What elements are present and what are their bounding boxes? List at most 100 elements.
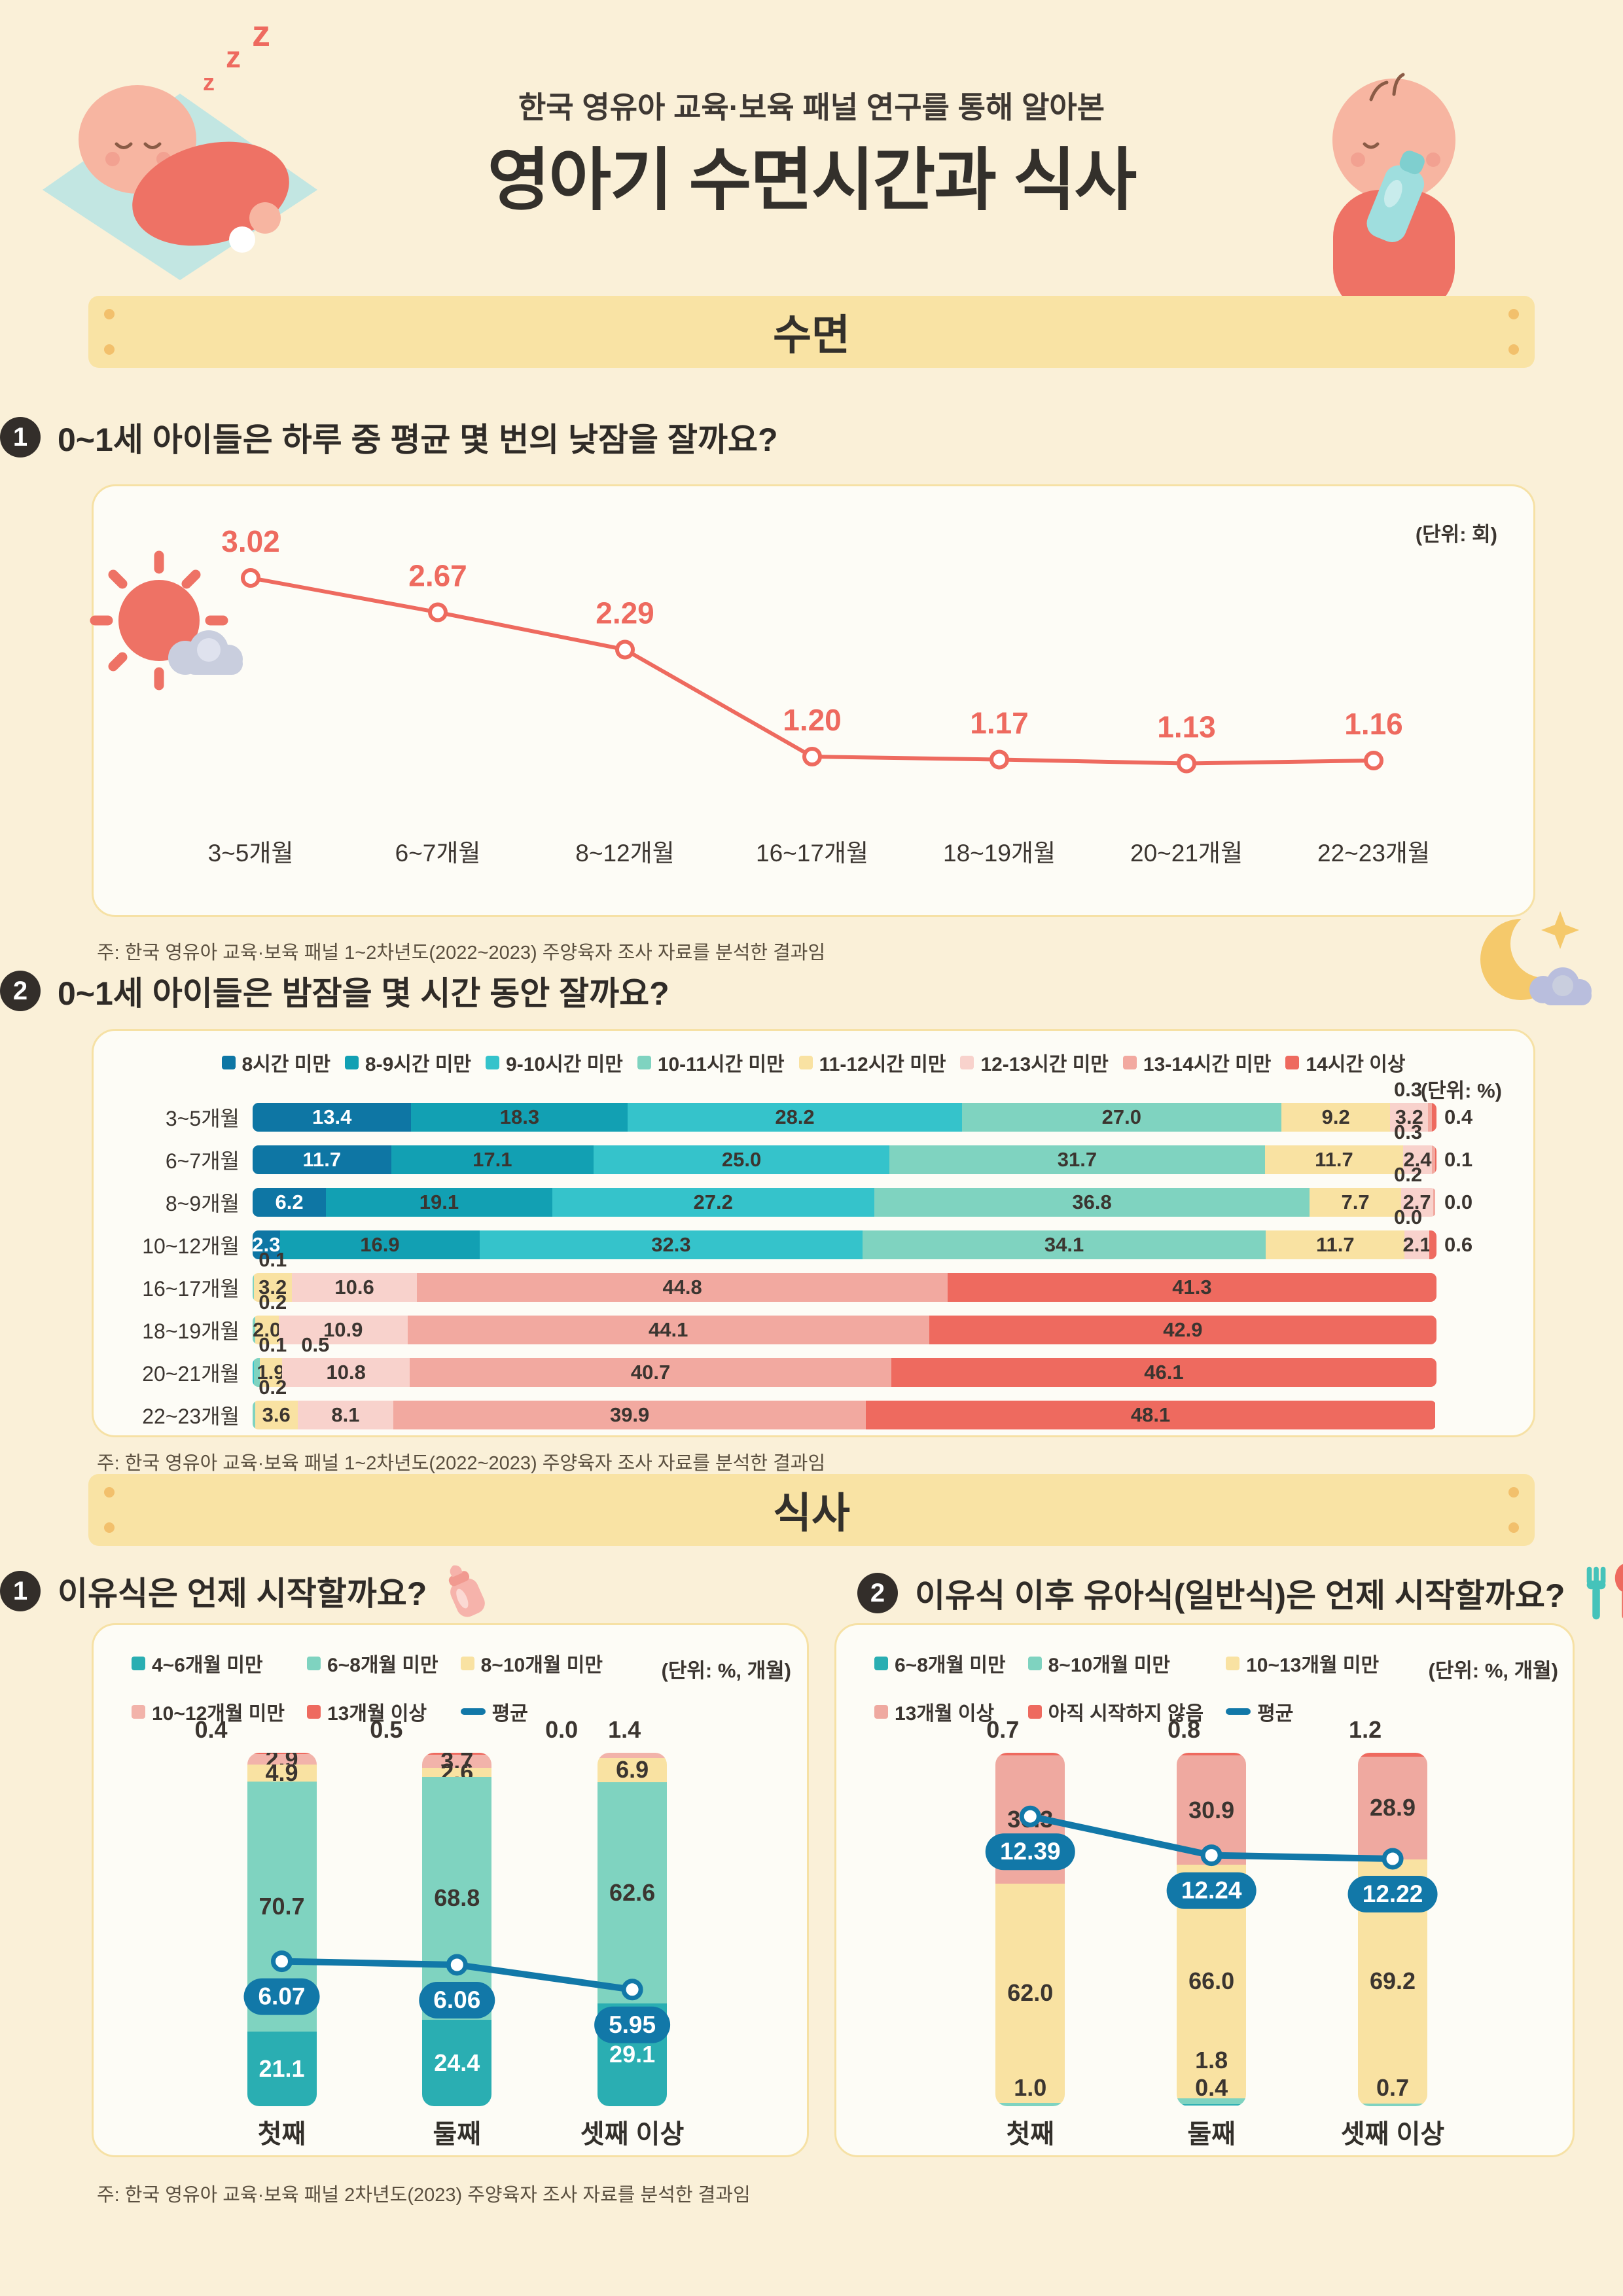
bar-segment — [1177, 2098, 1247, 2105]
data-point-marker — [241, 568, 260, 588]
segment-value-label: 11.7 — [302, 1148, 342, 1171]
bar-segment: 4.9 — [247, 1759, 317, 1786]
weaning-legend: 4~6개월 미만 6~8개월 미만 8~10개월 미만 10~12개월 미만 13개월 … — [132, 1649, 603, 1726]
outside-value-labels: 0.0 1.4 — [545, 1716, 641, 1744]
segment-value-label: 44.8 — [662, 1276, 702, 1299]
bar-segment: 2.7 — [1400, 1188, 1433, 1217]
legend-item: 10-11시간 미만 — [637, 1048, 785, 1077]
band-dot — [1508, 344, 1519, 355]
bar-segment: 28.9 — [1358, 1757, 1428, 1859]
legend-swatch — [1285, 1055, 1300, 1069]
segment-value-label: 69.2 — [1370, 1967, 1416, 1995]
segment-value-label: 2.1 — [1402, 1233, 1431, 1256]
bar-segment: 68.8 — [422, 1776, 492, 2020]
segment-value-label: 25.0 — [721, 1148, 762, 1171]
bar-segment: 2.4 — [1403, 1145, 1432, 1174]
bar-segment: 10.9 — [278, 1316, 408, 1344]
segment-value-label: 10.8 — [326, 1361, 366, 1384]
bar-segment: 11.7 — [253, 1145, 391, 1174]
legend-label: 13개월 이상 — [327, 1703, 427, 1725]
bar-segment — [1358, 2104, 1428, 2106]
average-point — [621, 1979, 643, 2001]
segment-value-label: 11.7 — [1315, 1148, 1353, 1171]
bar-segment — [1431, 1103, 1436, 1132]
legend-swatch — [960, 1055, 974, 1069]
segment-value-label: 27.0 — [1101, 1105, 1141, 1128]
average-point — [1019, 1805, 1041, 1827]
segment-value-label: 7.7 — [1341, 1191, 1370, 1213]
legend-label: 13개월 이상 — [895, 1703, 995, 1725]
bar-segment — [1433, 1188, 1436, 1217]
bar-segment — [1358, 1753, 1428, 1757]
segment-value-label: 9.2 — [1321, 1105, 1350, 1128]
bar-segment — [253, 1316, 255, 1344]
legend-swatch — [221, 1055, 236, 1069]
legend-label: 12-13시간 미만 — [980, 1054, 1109, 1075]
band-dot — [104, 344, 115, 355]
bar-segment: 11.7 — [1264, 1145, 1404, 1174]
bar-segment: 21.1 — [247, 2032, 317, 2106]
bar-segment — [422, 1753, 492, 1755]
bar-segment: 41.3 — [947, 1273, 1436, 1302]
legend-label: 11-12시간 미만 — [819, 1054, 946, 1075]
legend-label: 13-14시간 미만 — [1143, 1054, 1272, 1075]
night-row: 3~5개월 13.4 18.3 28.2 27.0 9.2 3.2 0.3 0.4 — [123, 1078, 1502, 1132]
average-point — [1382, 1848, 1404, 1870]
night-bar-wrap: 2.0 10.9 44.1 42.9 0.2 — [253, 1291, 1436, 1344]
bar-segment: 28.2 — [628, 1103, 962, 1132]
night-bar-wrap: 3.6 8.1 39.9 48.1 0.2 — [253, 1376, 1436, 1429]
unit-label: (단위: %, 개월) — [1428, 1659, 1558, 1682]
segment-value-label: 28.2 — [775, 1105, 815, 1128]
segment-value-label: 3.2 — [259, 1276, 287, 1299]
average-point — [446, 1954, 468, 1976]
question-meal-2: 2 이유식 이후 유아식(일반식)은 언제 시작할까요? — [857, 1563, 1623, 1623]
question-number-badge: 1 — [0, 417, 41, 457]
segment-value-label: 10.9 — [323, 1318, 363, 1341]
data-point-value: 1.17 — [970, 706, 1029, 740]
legend-label: 8시간 미만 — [241, 1054, 330, 1075]
bar-segment — [247, 1753, 317, 1755]
bar-segment: 8.1 — [297, 1401, 394, 1429]
legend-item: 6~8개월 미만 — [874, 1649, 1006, 1677]
bar-segment: 2.3 — [253, 1230, 280, 1259]
legend-swatch — [874, 1704, 888, 1719]
segment-value-label: 27.2 — [693, 1191, 733, 1213]
segment-value-label: 6.2 — [275, 1191, 304, 1213]
bar-segment: 44.8 — [417, 1273, 948, 1302]
unit-label: (단위: %, 개월) — [661, 1659, 791, 1682]
section-band-meal: 식사 — [88, 1474, 1535, 1546]
legend-item: 아직 시작하지 않음 — [1027, 1697, 1204, 1726]
night-stacked-bar: 1.9 10.8 40.7 46.1 — [253, 1358, 1436, 1387]
above-value-label: 0.0 — [1394, 1206, 1423, 1229]
average-badge-value: 12.39 — [1000, 1838, 1061, 1865]
night-bar-wrap: 13.4 18.3 28.2 27.0 9.2 3.2 0.3 0.4 — [253, 1078, 1472, 1132]
data-point-value: 3.02 — [221, 524, 280, 558]
legend-item: 11-12시간 미만 — [798, 1048, 946, 1077]
night-stacked-bar: 3.6 8.1 39.9 48.1 — [253, 1401, 1436, 1429]
question-title: 0~1세 아이들은 하루 중 평균 몇 번의 낮잠을 잘까요? — [58, 422, 778, 458]
section-title-sleep: 수면 — [773, 312, 850, 359]
svg-text:z: z — [226, 40, 241, 74]
segment-value-label: 46.1 — [1144, 1361, 1184, 1384]
segment-value-label: 40.7 — [630, 1361, 671, 1384]
bar-segment: 6.9 — [597, 1756, 668, 1783]
average-badge — [1166, 1872, 1257, 1909]
bar-segment: 10.6 — [291, 1273, 418, 1302]
segment-value-label: 18.3 — [499, 1105, 540, 1128]
sleeping-baby-illustration: z z z — [43, 18, 317, 280]
above-value-label: 0.1 — [259, 1248, 287, 1271]
band-dot — [1508, 1522, 1519, 1533]
night-row-label: 22~23개월 — [142, 1405, 240, 1428]
average-badge — [243, 1978, 320, 2015]
outside-value-label: 0.8 — [1168, 1716, 1201, 1743]
legend-label: 6~8개월 미만 — [327, 1655, 438, 1676]
legend-swatch — [486, 1055, 500, 1069]
segment-value-label: 13.4 — [312, 1105, 352, 1128]
bar-segment: 7.7 — [1310, 1188, 1401, 1217]
legend-label: 8-9시간 미만 — [365, 1054, 472, 1075]
legend-label: 8~10개월 미만 — [1048, 1655, 1170, 1676]
column-x-label: 둘째 — [433, 2120, 482, 2149]
segment-value-label: 42.9 — [1163, 1318, 1203, 1341]
x-axis-label: 3~5개월 — [208, 840, 294, 867]
baby-with-bottle-illustration — [1324, 73, 1467, 333]
